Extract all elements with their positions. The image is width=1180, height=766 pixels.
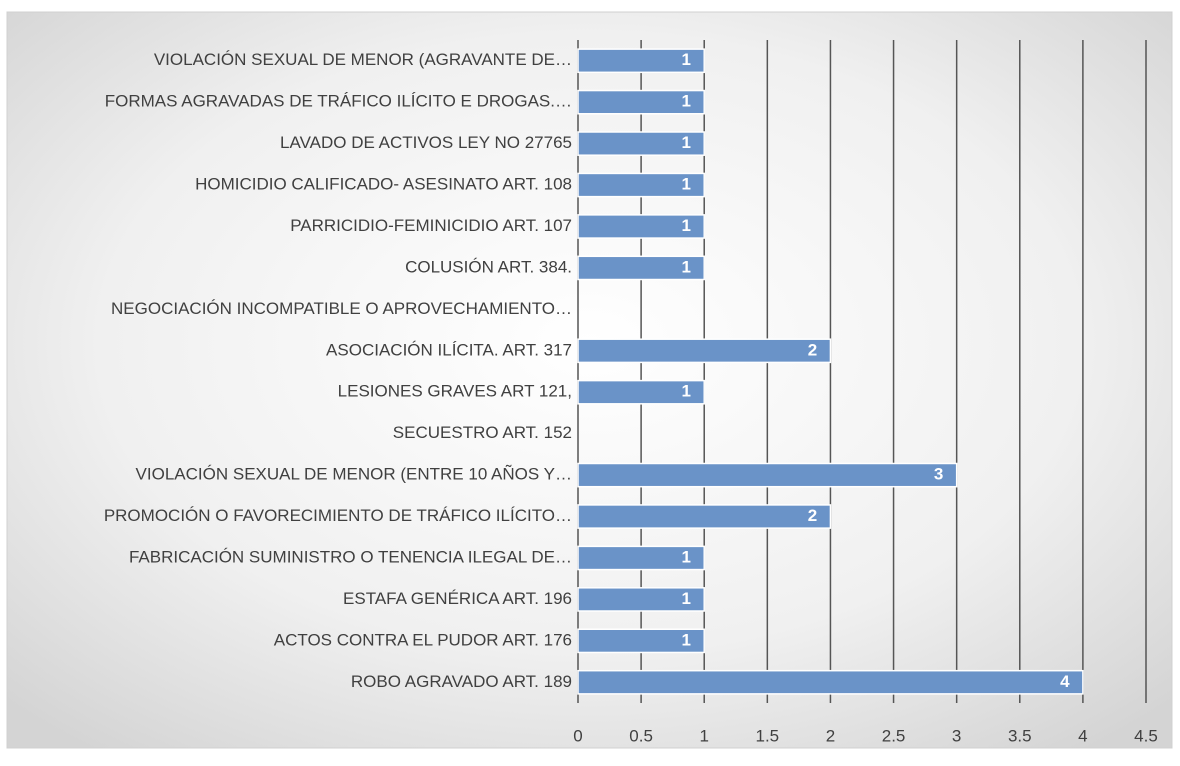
x-tick-label: 0 (573, 726, 582, 745)
bar (577, 669, 1084, 695)
y-tick-label: VIOLACIÓN SEXUAL DE MENOR (AGRAVANTE DE… (154, 50, 572, 69)
y-tick-label: VIOLACIÓN SEXUAL DE MENOR (ENTRE 10 AÑOS… (136, 465, 572, 484)
y-tick-label: ESTAFA GENÉRICA ART. 196 (343, 589, 572, 608)
data-label: 1 (681, 50, 690, 69)
data-label: 1 (681, 133, 690, 152)
bar (577, 504, 832, 529)
y-tick-label: ACTOS CONTRA EL PUDOR ART. 176 (274, 630, 572, 649)
data-label: 1 (681, 175, 690, 194)
y-tick-label: ASOCIACIÓN ILÍCITA. ART. 317 (326, 340, 572, 359)
x-tick-label: 4.5 (1134, 726, 1158, 745)
y-tick-label: SECUESTRO ART. 152 (393, 423, 572, 442)
bar (577, 628, 705, 654)
y-tick-label: LESIONES GRAVES ART 121, (338, 382, 572, 401)
data-label: 1 (681, 547, 690, 566)
y-tick-label: PARRICIDIO-FEMINICIDIO ART. 107 (290, 216, 572, 235)
bar (577, 48, 705, 74)
bar (577, 379, 705, 405)
data-label: 1 (681, 630, 690, 649)
y-tick-label: PROMOCIÓN O FAVORECIMIENTO DE TRÁFICO IL… (104, 506, 572, 525)
bar (577, 255, 705, 281)
bar (577, 462, 958, 488)
bar (577, 214, 705, 239)
y-tick-label: HOMICIDIO CALIFICADO- ASESINATO ART. 108 (195, 175, 572, 194)
y-tick-label: ROBO AGRAVADO ART. 189 (351, 672, 572, 691)
y-tick-label: COLUSIÓN ART. 384. (405, 257, 572, 276)
x-tick-label: 0.5 (629, 726, 653, 745)
bar (577, 338, 832, 364)
x-tick-label: 3.5 (1008, 726, 1032, 745)
x-tick-label: 3 (952, 726, 961, 745)
y-tick-label: NEGOCIACIÓN INCOMPATIBLE O APROVECHAMIEN… (111, 299, 572, 318)
x-tick-label: 2.5 (882, 726, 906, 745)
y-tick-label: FORMAS AGRAVADAS DE TRÁFICO ILÍCITO E DR… (105, 92, 572, 111)
data-label: 1 (681, 216, 690, 235)
bar (577, 131, 705, 156)
bar (577, 89, 705, 115)
y-tick-label: LAVADO DE ACTIVOS LEY NO 27765 (280, 133, 572, 152)
data-label: 1 (681, 257, 690, 276)
x-tick-label: 2 (826, 726, 835, 745)
data-label: 2 (808, 506, 817, 525)
data-label: 4 (1060, 672, 1070, 691)
y-tick-label: FABRICACIÓN SUMINISTRO O TENENCIA ILEGAL… (129, 547, 572, 566)
data-label: 1 (681, 92, 690, 111)
data-label: 1 (681, 589, 690, 608)
x-tick-label: 4 (1078, 726, 1087, 745)
data-label: 3 (934, 465, 943, 484)
data-label: 1 (681, 382, 690, 401)
bar (577, 545, 705, 571)
bar (577, 172, 705, 198)
data-label: 2 (808, 340, 817, 359)
x-tick-label: 1 (699, 726, 708, 745)
bar (577, 587, 705, 612)
x-tick-label: 1.5 (756, 726, 780, 745)
